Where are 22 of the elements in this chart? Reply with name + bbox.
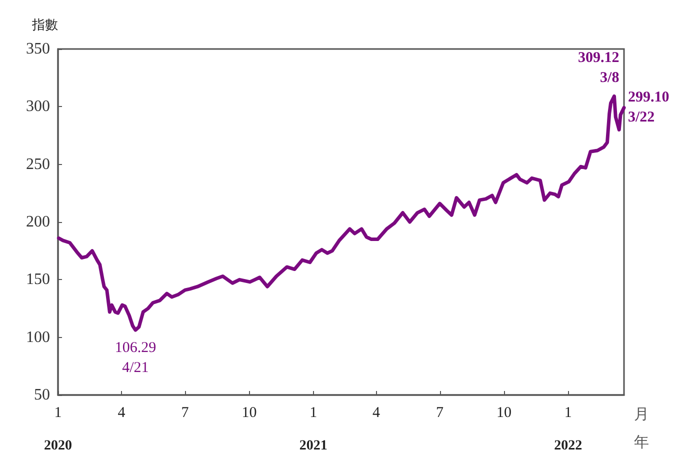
x-tick-label: 10: [496, 405, 512, 421]
y-axis-title: 指數: [31, 17, 58, 32]
y-tick-label: 150: [26, 271, 50, 288]
x-tick-label: 7: [181, 405, 190, 421]
x-tick-label: 7: [436, 405, 444, 421]
y-tick-label: 300: [26, 98, 50, 116]
x-tick-label: 1 2021: [299, 405, 328, 454]
annotation: 106.29 4/21: [114, 340, 156, 376]
y-tick-label: 350: [26, 40, 50, 58]
y-tick-label: 50: [34, 386, 50, 404]
x-tick-label: 1 2022: [554, 405, 582, 454]
x-tick-label: 4: [118, 405, 126, 421]
annotation: 299.10 3/22: [628, 90, 670, 126]
y-tick-label: 250: [26, 156, 50, 173]
y-tick-label: 200: [26, 214, 50, 230]
line-series: [56, 94, 626, 332]
annotation: 309.12 3/8: [578, 50, 620, 86]
x-tick-label: 10: [242, 405, 257, 421]
x-axis-title: 月年: [634, 407, 649, 451]
y-tick-label: 100: [26, 328, 50, 346]
x-tick-label: 4: [372, 405, 380, 421]
x-tick-label: 1 2020: [44, 405, 72, 454]
